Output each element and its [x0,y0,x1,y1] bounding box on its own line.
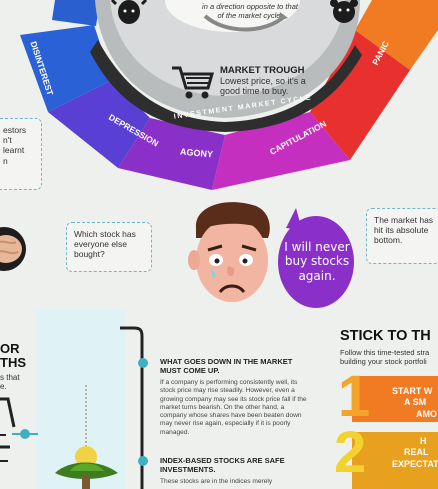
bear-icon [330,0,358,23]
step-1-text-3: AMO [416,408,437,419]
which-stock-bubble: Which stock has everyone else bought? [66,222,152,272]
segment-orange [355,0,438,70]
center-line-2: of the market cycle. [217,10,283,20]
never-buy-text: I will never buy stocks again. [284,240,350,283]
segment-agony-bg [118,118,225,190]
absolute-bottom-bubble: The market has hit its absolute bottom. [366,208,438,264]
ring-band [90,40,362,132]
timeline-dot-2 [138,456,148,466]
left-frag-3: s that [0,373,20,383]
segment-blue-top [52,0,100,26]
step-1-number: 1 [338,364,371,429]
timeline-dot-left [12,429,38,439]
inner-dial-light [110,0,345,96]
center-circle [165,0,300,32]
stick-subtitle-2: building your stock portfoli [340,357,427,366]
step-2-text-3: EXPECTAT [392,458,438,469]
myth-1-title: WHAT GOES DOWN IN THE MARKET MUST COME U… [160,357,293,375]
segment-capitulation-bg [212,112,350,190]
cycle-arrow-icon [203,12,288,32]
left-partial-3: n [3,155,8,166]
absolute-bottom-text: The market has hit its absolute bottom. [374,215,434,246]
step-1-text-2: A SM [404,397,427,408]
left-frag-2: THS [0,354,26,370]
stick-subtitle-1: Follow this time-tested stra [340,348,430,357]
step-1-box [352,376,438,422]
segment-panic-bg [310,30,410,160]
myth-1-body: If a company is performing consistently … [160,379,307,436]
trough-title: MARKET TROUGH [220,65,305,76]
trough-text-1: Lowest price, so it's a [220,76,306,86]
trough-text-2: good time to buy. [220,86,289,97]
left-frag-4: e. [0,382,7,392]
step-2-text-2: REAL [404,447,429,458]
bull-icon [110,0,148,24]
timeline-line [120,326,144,489]
step-2-text: H REAL EXPECTAT [392,436,438,470]
market-cycle-wheel [20,0,438,190]
myth-2-body: These stocks are in the indices merely [160,478,273,486]
left-partial-2: n't learnt [3,135,25,156]
brain-icon [0,227,26,271]
center-line-1: in a direction opposite to that [202,2,298,11]
timeline-dot-1 [138,358,148,368]
sad-investor-face-icon [188,202,270,302]
myth-2-title: INDEX-BASED STOCKS ARE SAFE INVESTMENTS. [160,456,285,474]
shopping-cart-icon [172,66,214,99]
step-1-text: START W A SM AMO [392,386,437,420]
myth-2: INDEX-BASED STOCKS ARE SAFE INVESTMENTS.… [160,456,308,486]
stick-block: STICK TO TH Follow this time-tested stra… [340,328,438,366]
step-1-text-1: START W [392,386,433,396]
myth-1: WHAT GOES DOWN IN THE MARKET MUST COME U… [160,357,308,437]
step-2-number: 2 [334,420,367,485]
segment-disinterest-bg [20,25,112,112]
step-2-box [352,432,438,489]
left-frag-1: OR [0,341,20,356]
stick-title: STICK TO TH [340,328,431,344]
center-text: in a direction opposite to that of the m… [190,2,310,20]
which-stock-text: Which stock has everyone else bought? [74,229,136,260]
step-2-text-1: H [420,436,427,446]
money-plant-icon [0,385,118,489]
segment-depression-bg [48,80,150,168]
left-title-fragment: OR THS s that e. [0,342,50,391]
partial-left-bubble: estors n't learnt n [0,118,42,190]
left-partial-1: estors [3,125,27,135]
never-buy-bubble [278,208,354,308]
trough-block: MARKET TROUGH Lowest price, so it's a go… [220,65,340,97]
